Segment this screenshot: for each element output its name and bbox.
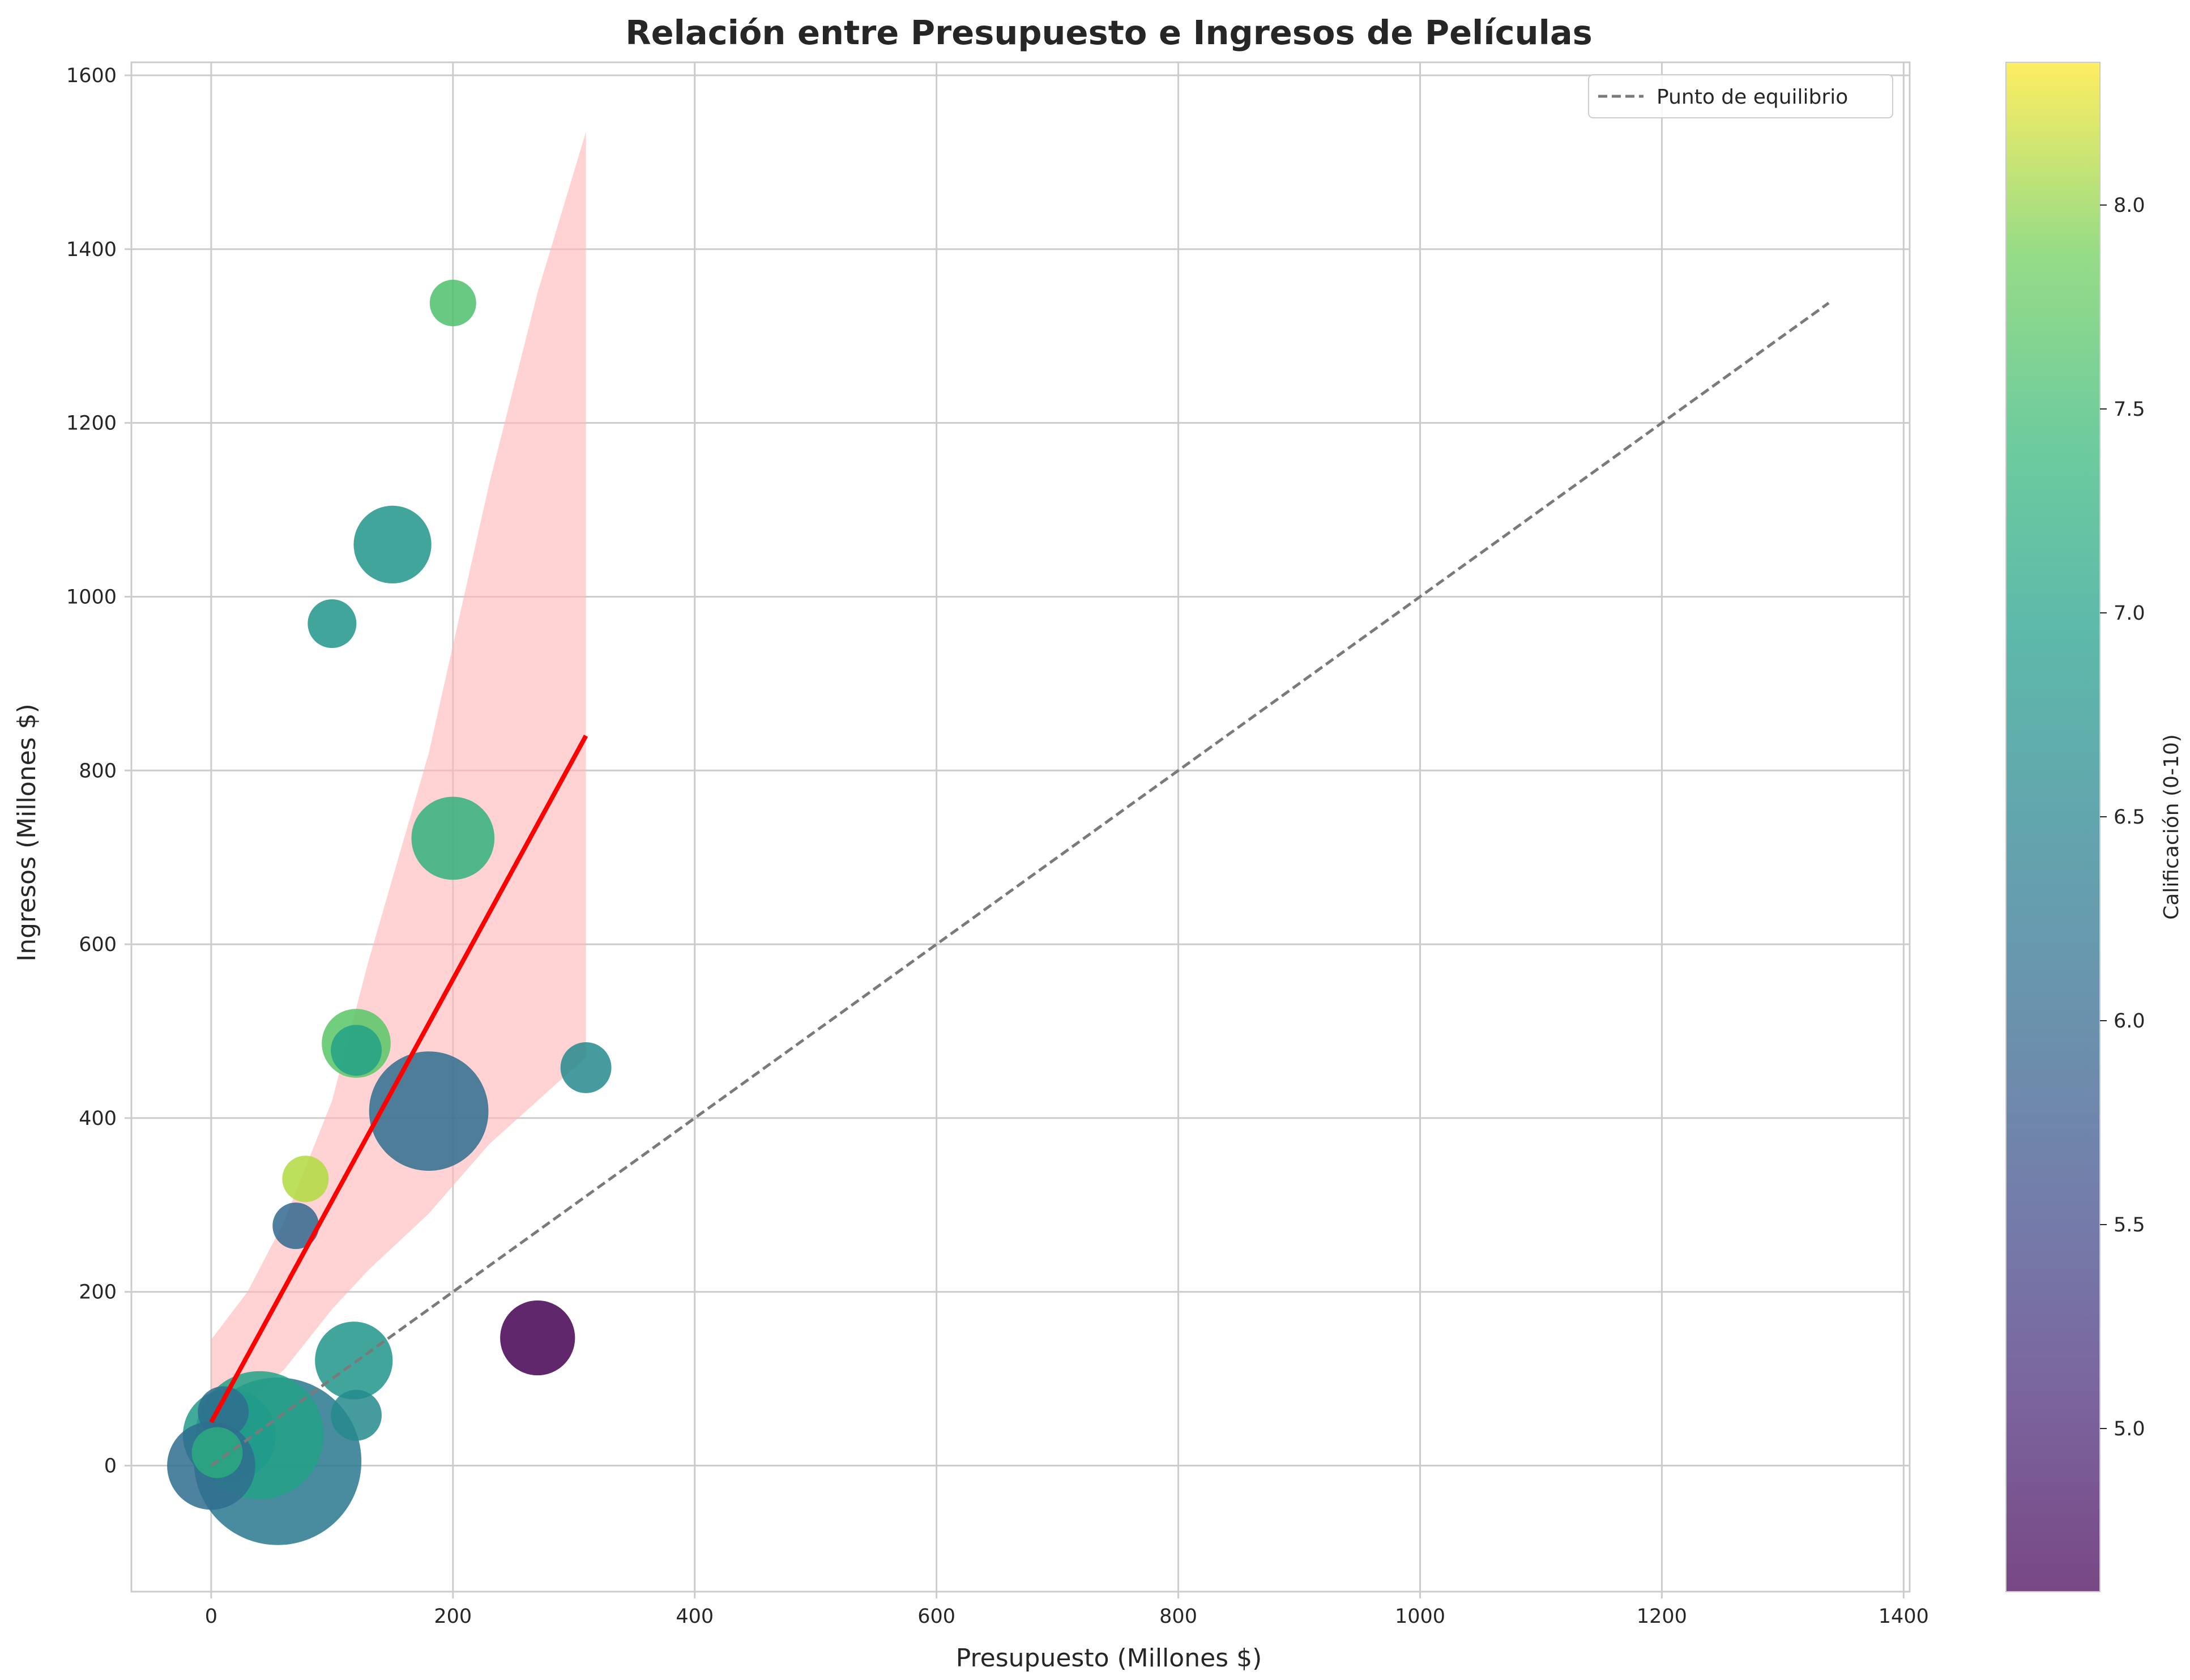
scatter-points-layer (167, 279, 612, 1545)
colorbar-tick-label: 7.0 (2114, 602, 2145, 625)
colorbar-gradient (2005, 62, 2101, 1592)
colorbar-label: Calificación (0-10) (2160, 734, 2183, 920)
x-tick-label: 400 (676, 1605, 714, 1628)
y-tick-label: 1000 (66, 586, 117, 608)
y-tick-label: 600 (79, 933, 117, 956)
scatter-point (429, 279, 476, 326)
colorbar: 5.0 5.5 6.0 6.5 7.0 7.5 8.0 Calificación (0-10… (2005, 62, 2183, 1592)
colorbar-tick-label: 7.5 (2114, 398, 2145, 421)
y-tick-label: 400 (79, 1107, 117, 1130)
scatter-point (315, 1321, 393, 1400)
confidence-band (211, 131, 586, 1435)
y-tick-label: 0 (104, 1455, 117, 1478)
scatter-point (272, 1203, 319, 1250)
tick-labels-layer: 0 200 400 600 800 1000 1200 1400 0 200 400 600 800 10… (66, 65, 1929, 1628)
colorbar-tick-label: 6.0 (2114, 1010, 2145, 1033)
trend-lines-layer (209, 301, 1830, 1467)
x-tick-label: 600 (917, 1605, 955, 1628)
scatter-point (411, 796, 495, 880)
scatter-point (198, 1386, 249, 1438)
x-tick-label: 1000 (1395, 1605, 1445, 1628)
scatter-point (331, 1025, 382, 1076)
x-tick-label: 200 (434, 1605, 472, 1628)
x-tick-label: 800 (1159, 1605, 1197, 1628)
colorbar-tick-label: 5.0 (2114, 1418, 2145, 1440)
scatter-point (331, 1389, 382, 1441)
scatter-point (191, 1427, 243, 1478)
colorbar-tick-label: 5.5 (2114, 1214, 2145, 1236)
plot-frame (130, 61, 1911, 1593)
colorbar-tick-label: 8.0 (2114, 194, 2145, 217)
breakeven-line (210, 301, 1830, 1467)
chart-title: Relación entre Presupuesto e Ingresos de… (625, 13, 1593, 52)
y-axis-label: Ingresos (Millones $) (12, 703, 41, 962)
scatter-point (560, 1042, 612, 1093)
x-tick-label: 1400 (1879, 1605, 1929, 1628)
grid-lines (131, 62, 1910, 1592)
scatter-point (282, 1155, 329, 1203)
y-tick-label: 800 (79, 760, 117, 782)
x-tick-label: 0 (205, 1605, 217, 1628)
legend: Punto de equilibrio (1588, 74, 1893, 118)
scatter-point (308, 599, 357, 649)
legend-box (1588, 74, 1893, 118)
scatter-point (353, 505, 432, 584)
x-tick-label: 1200 (1637, 1605, 1687, 1628)
x-axis-label: Presupuesto (Millones $) (956, 1644, 1262, 1673)
colorbar-tick-label: 6.5 (2114, 806, 2145, 829)
y-tick-label: 1400 (66, 238, 117, 261)
scatter-point (500, 1300, 575, 1376)
y-tick-label: 1200 (66, 412, 117, 435)
y-tick-label: 200 (79, 1281, 117, 1304)
colorbar-ticks: 5.0 5.5 6.0 6.5 7.0 7.5 8.0 (2100, 194, 2145, 1440)
y-tick-label: 1600 (66, 65, 117, 87)
regression-line (209, 735, 588, 1423)
legend-breakeven-label: Punto de equilibrio (1657, 86, 1848, 109)
scatter-point (369, 1051, 489, 1171)
confidence-band-layer (211, 131, 586, 1435)
